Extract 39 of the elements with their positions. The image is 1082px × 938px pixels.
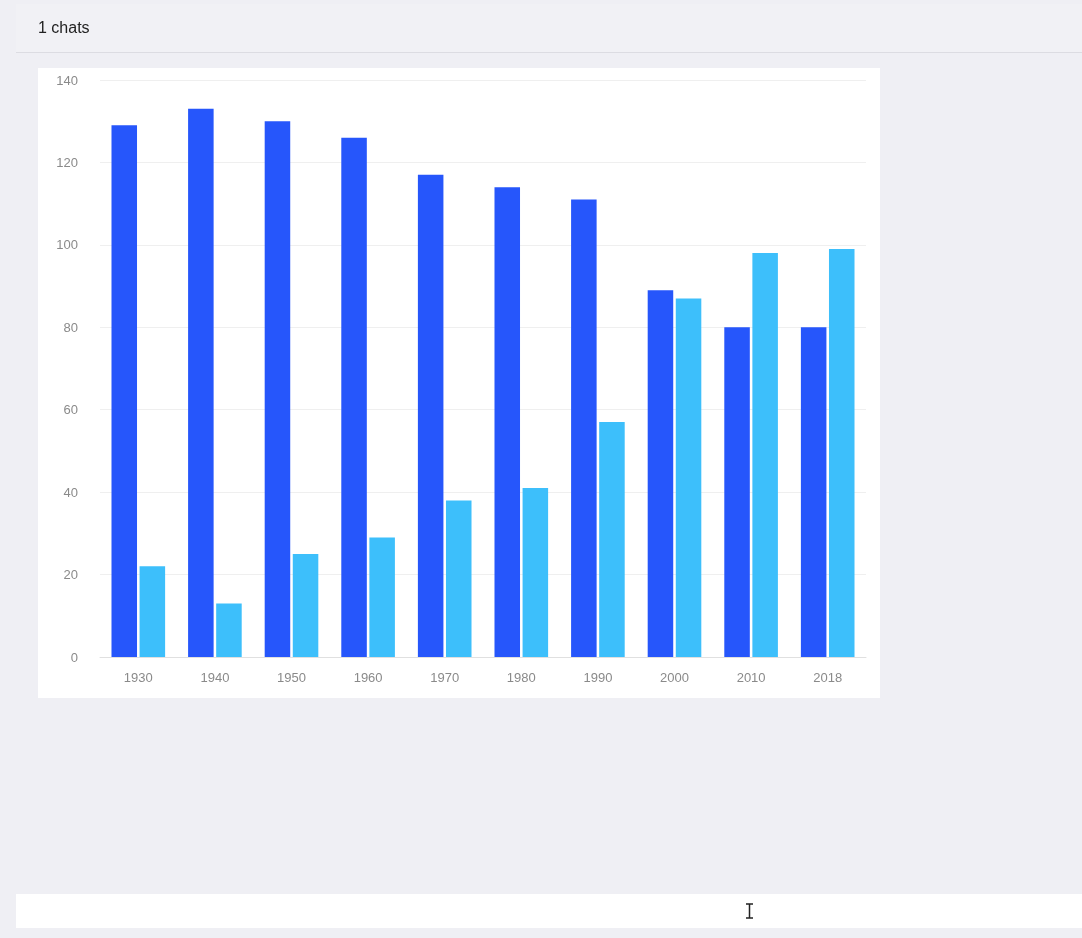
chart-title: 1 chats bbox=[38, 19, 90, 37]
bar bbox=[417, 174, 444, 657]
x-tick-label: 1940 bbox=[200, 670, 230, 685]
x-tick-label: 1980 bbox=[506, 670, 536, 685]
bar bbox=[571, 199, 597, 657]
bar bbox=[647, 290, 674, 657]
y-tick-label: 80 bbox=[63, 319, 78, 335]
bar bbox=[188, 108, 214, 657]
y-tick-label: 100 bbox=[56, 237, 78, 253]
bar bbox=[724, 327, 750, 657]
y-tick-label: 140 bbox=[56, 72, 78, 88]
y-tick-label: 0 bbox=[70, 649, 78, 665]
x-tick-label: 1950 bbox=[277, 670, 306, 685]
x-tick-label: 1960 bbox=[353, 670, 383, 685]
bar bbox=[599, 422, 625, 657]
bar bbox=[494, 187, 521, 657]
x-tick-label: 1990 bbox=[583, 670, 613, 685]
x-tick-label: 1970 bbox=[430, 670, 460, 685]
bar bbox=[139, 566, 166, 657]
y-tick-label: 120 bbox=[56, 154, 78, 170]
bar bbox=[752, 253, 778, 657]
bar bbox=[522, 488, 549, 657]
bar bbox=[111, 125, 138, 657]
bar bbox=[292, 553, 319, 657]
bar bbox=[369, 537, 395, 657]
bar bbox=[216, 603, 242, 657]
bar bbox=[341, 137, 367, 657]
bar bbox=[445, 500, 472, 657]
y-tick-label: 60 bbox=[63, 402, 78, 418]
x-tick-label: 2018 bbox=[813, 670, 843, 685]
bar bbox=[800, 327, 827, 657]
x-tick-label: 1930 bbox=[123, 670, 153, 685]
x-tick-label: 2010 bbox=[736, 670, 766, 685]
y-tick-label: 20 bbox=[63, 567, 78, 583]
bar bbox=[264, 121, 291, 657]
bar bbox=[675, 298, 702, 657]
x-tick-label: 2000 bbox=[660, 670, 689, 685]
bar bbox=[828, 248, 855, 657]
y-tick-label: 40 bbox=[63, 484, 78, 500]
